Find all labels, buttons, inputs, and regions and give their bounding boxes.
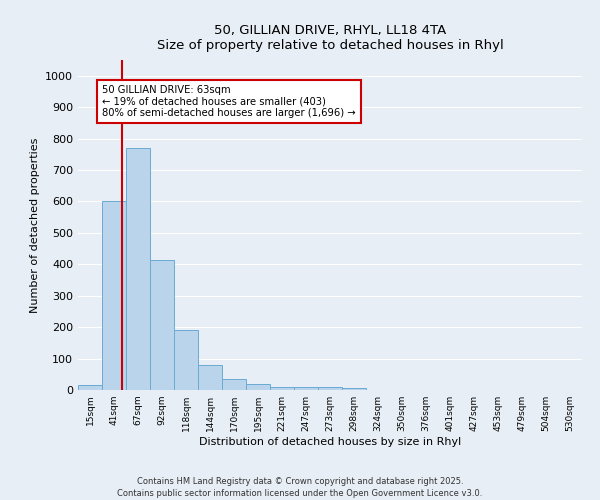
Title: 50, GILLIAN DRIVE, RHYL, LL18 4TA
Size of property relative to detached houses i: 50, GILLIAN DRIVE, RHYL, LL18 4TA Size o…	[157, 24, 503, 52]
Y-axis label: Number of detached properties: Number of detached properties	[29, 138, 40, 312]
X-axis label: Distribution of detached houses by size in Rhyl: Distribution of detached houses by size …	[199, 437, 461, 447]
Bar	[342, 388, 366, 390]
Bar	[78, 386, 102, 390]
Bar	[150, 260, 174, 390]
Text: 50 GILLIAN DRIVE: 63sqm
← 19% of detached houses are smaller (403)
80% of semi-d: 50 GILLIAN DRIVE: 63sqm ← 19% of detache…	[102, 85, 356, 118]
Text: Contains HM Land Registry data © Crown copyright and database right 2025.
Contai: Contains HM Land Registry data © Crown c…	[118, 476, 482, 498]
Bar	[222, 379, 246, 390]
Bar	[270, 387, 294, 390]
Bar	[174, 330, 198, 390]
Bar	[246, 384, 270, 390]
Bar	[102, 202, 126, 390]
Bar	[198, 366, 222, 390]
Bar	[126, 148, 150, 390]
Bar	[318, 387, 342, 390]
Bar	[294, 387, 318, 390]
